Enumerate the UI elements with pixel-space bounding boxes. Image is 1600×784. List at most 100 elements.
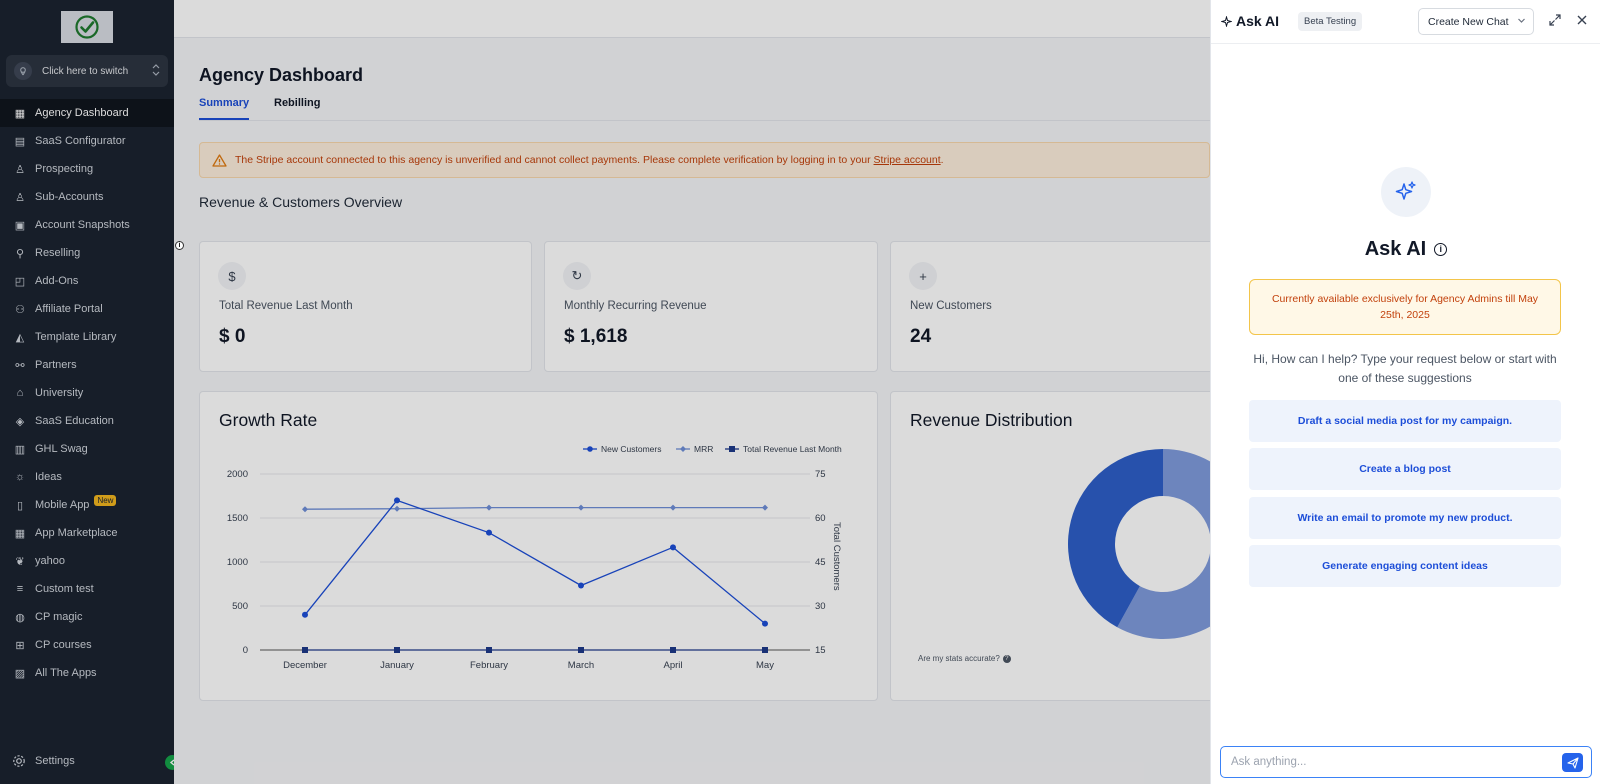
data-point xyxy=(302,611,308,618)
lightbulb-icon: ☼ xyxy=(14,471,26,483)
sidebar-item-ideas[interactable]: ☼ Ideas xyxy=(0,463,174,491)
user-icon: ♙ xyxy=(15,191,25,204)
revenue-distribution-title: Revenue Distribution xyxy=(910,410,1073,430)
top-bar xyxy=(174,0,1210,38)
phone-icon: ▯ xyxy=(16,499,24,512)
pie-slice[interactable] xyxy=(1068,449,1163,628)
sidebar-item-agency-dashboard[interactable]: ▦ Agency Dashboard xyxy=(0,99,174,127)
account-switcher[interactable]: Click here to switch xyxy=(6,55,168,87)
data-point xyxy=(670,544,676,551)
suggestion-button[interactable]: Generate engaging content ideas xyxy=(1249,545,1561,587)
y-right-tick-label: 15 xyxy=(815,645,826,656)
chevron-left-icon xyxy=(169,759,175,766)
sidebar-item-label: Template Library xyxy=(35,331,117,343)
stat-value: 24 xyxy=(910,326,932,347)
ask-input-box xyxy=(1220,746,1592,778)
sidebar-item-account-snapshots[interactable]: ▣ Account Snapshots xyxy=(0,211,174,239)
modal-overlay[interactable] xyxy=(0,0,1210,784)
tab-rebilling[interactable]: Rebilling xyxy=(274,97,321,109)
y-right-axis-label: Total Customers xyxy=(831,522,842,591)
sidebar-item-all-the-apps[interactable]: ▨ All The Apps xyxy=(0,659,174,687)
sidebar-item-label: App Marketplace xyxy=(35,527,118,539)
tab-summary[interactable]: Summary xyxy=(199,97,250,109)
agency-logo[interactable] xyxy=(61,11,113,43)
info-icon[interactable]: i xyxy=(175,241,184,250)
windows-icon: ⊞ xyxy=(15,639,25,652)
location-icon xyxy=(14,62,32,80)
sidebar-item-partners[interactable]: ⚯ Partners xyxy=(0,351,174,379)
sidebar-item-label: Affiliate Portal xyxy=(35,303,103,315)
y-left-tick-label: 500 xyxy=(232,601,248,612)
question-icon: ? xyxy=(1002,654,1011,663)
send-icon xyxy=(1566,756,1579,769)
refresh-icon: ↻ xyxy=(563,262,591,290)
data-point xyxy=(578,647,584,653)
expand-icon[interactable] xyxy=(1549,14,1561,26)
data-point xyxy=(486,504,492,511)
stat-value: $ 1,618 xyxy=(564,326,628,347)
stat-card-mrr: ↻ Monthly Recurring Revenue $ 1,618 xyxy=(544,241,878,372)
y-left-tick-label: 2000 xyxy=(227,469,248,480)
switcher-label: Click here to switch xyxy=(42,65,129,77)
sidebar-item-add-ons[interactable]: ◰ Add-Ons xyxy=(0,267,174,295)
sidebar-item-label: Reselling xyxy=(35,247,81,259)
suggestion-button[interactable]: Create a blog post xyxy=(1249,448,1561,490)
stat-label: Monthly Recurring Revenue xyxy=(564,300,707,312)
sidebar-item-affiliate-portal[interactable]: ⚇ Affiliate Portal xyxy=(0,295,174,323)
stat-card-total-revenue: $ Total Revenue Last Month $ 0 xyxy=(199,241,532,372)
y-left-tick-label: 1000 xyxy=(227,557,248,568)
send-button[interactable] xyxy=(1562,753,1583,772)
stats-accuracy-link[interactable]: Are my stats accurate? ? xyxy=(918,654,1011,663)
create-new-chat-dropdown[interactable]: Create New Chat xyxy=(1418,8,1534,35)
stripe-account-link[interactable]: Stripe account xyxy=(873,154,941,166)
close-icon[interactable] xyxy=(1576,14,1588,26)
sidebar-item-template-library[interactable]: ◭ Template Library xyxy=(0,323,174,351)
stat-value: $ 0 xyxy=(219,326,246,347)
sidebar-item-ghl-swag[interactable]: ▥ GHL Swag xyxy=(0,435,174,463)
sidebar-item-label: SaaS Configurator xyxy=(35,135,126,147)
handshake-icon: ⚯ xyxy=(15,359,25,372)
beta-badge: Beta Testing xyxy=(1298,12,1363,31)
sidebar-item-settings[interactable]: Settings xyxy=(0,747,174,775)
sidebar-item-prospecting[interactable]: ♙ Prospecting xyxy=(0,155,174,183)
dollar-icon: $ xyxy=(218,262,246,290)
sidebar-item-custom-test[interactable]: ≡ Custom test xyxy=(0,575,174,603)
new-badge: New xyxy=(94,494,117,506)
settings-label: Settings xyxy=(35,755,75,767)
sidebar-item-saas-configurator[interactable]: ▤ SaaS Configurator xyxy=(0,127,174,155)
sidebar: Click here to switch ▦ Agency Dashboard ▤ S… xyxy=(0,0,180,784)
stripe-warning-banner: The Stripe account connected to this age… xyxy=(199,142,1210,178)
sidebar-item-label: Partners xyxy=(35,359,77,371)
suggestion-button[interactable]: Draft a social media post for my campaig… xyxy=(1249,400,1561,442)
sidebar-item-label: Mobile App xyxy=(35,499,90,511)
chevron-down-icon xyxy=(1518,18,1525,23)
data-point xyxy=(762,647,768,653)
sidebar-item-university[interactable]: ⌂ University xyxy=(0,379,174,407)
legend-marker xyxy=(680,446,686,452)
sidebar-item-yahoo[interactable]: ❦ yahoo xyxy=(0,547,174,575)
text-icon: ≡ xyxy=(16,583,24,595)
warning-icon xyxy=(212,153,227,167)
sidebar-item-mobile-app[interactable]: ▯ Mobile App New xyxy=(0,491,174,519)
sidebar-item-sub-accounts[interactable]: ♙ Sub-Accounts xyxy=(0,183,174,211)
section-title: Revenue & Customers Overview xyxy=(199,194,403,210)
pie-slice[interactable] xyxy=(1117,449,1229,639)
sidebar-item-cp-courses[interactable]: ⊞ CP courses xyxy=(0,631,174,659)
suggestion-button[interactable]: Write an email to promote my new product… xyxy=(1249,497,1561,539)
x-tick-label: February xyxy=(470,660,508,671)
series-line-new-customers xyxy=(304,499,766,625)
sidebar-item-label: Prospecting xyxy=(35,163,94,175)
sidebar-item-reselling[interactable]: ⚲ Reselling xyxy=(0,239,174,267)
data-point xyxy=(394,497,400,504)
data-point xyxy=(578,504,584,511)
growth-rate-title: Growth Rate xyxy=(219,410,318,430)
dashboard-icon: ▦ xyxy=(14,107,26,120)
legend-marker xyxy=(729,446,735,452)
info-icon[interactable]: i xyxy=(1434,243,1448,257)
sidebar-item-saas-education[interactable]: ◈ SaaS Education xyxy=(0,407,174,435)
tabs-divider xyxy=(199,120,1210,121)
ask-anything-input[interactable] xyxy=(1231,753,1541,771)
sidebar-item-cp-magic[interactable]: ◍ CP magic xyxy=(0,603,174,631)
sidebar-item-app-marketplace[interactable]: ▦ App Marketplace xyxy=(0,519,174,547)
y-right-tick-label: 60 xyxy=(815,513,826,524)
